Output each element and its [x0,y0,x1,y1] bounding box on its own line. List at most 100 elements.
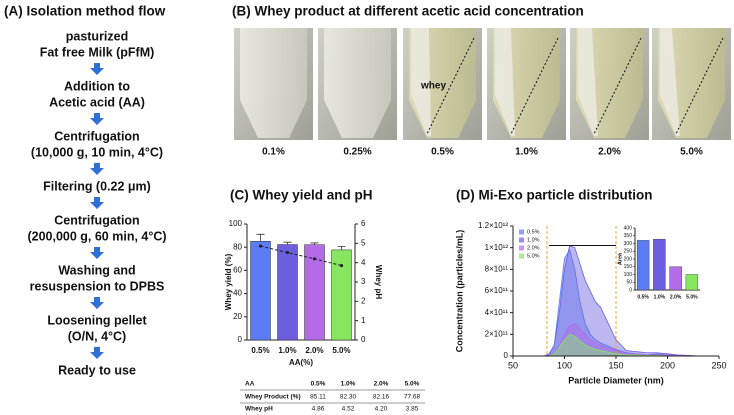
table-cell: 82.30 [340,394,357,401]
y-tick-label: 1.2×10¹² [478,221,508,230]
x-tick-label: 2.0% [670,294,682,300]
legend-swatch [519,253,524,259]
x-axis-label: AA(%) [289,358,313,367]
bar [685,274,699,291]
separation-line [510,37,559,135]
x-tick-label: 5.0% [686,294,698,300]
flow-arrow [90,113,104,125]
legend-label: 5.0% [527,253,540,259]
x-tick-label: 250 [711,360,726,370]
legend-swatch [519,245,524,251]
x-tick-label: 0.5% [637,294,649,300]
table-cell: 77.68 [404,394,421,401]
photo [318,28,397,140]
y-tick-label: 0 [504,351,509,360]
separation-line [675,37,724,135]
area-line [533,323,699,357]
y-axis-label: Concentration (particles/mL) [454,230,464,353]
panel-b-title: (B) Whey product at different acetic aci… [232,4,584,19]
area-fill [533,245,699,356]
y-tick-label: 50 [626,280,632,286]
flow-step: Centrifugation [54,129,139,143]
legend-label: 1.0% [527,237,540,243]
error-bar [256,233,265,242]
flow-step: Fat free Milk (pFfM) [40,45,155,59]
y-tick-label: 1×10¹² [485,243,509,252]
legend-swatch [519,237,524,243]
bar [653,238,666,291]
y-tick-label: 80 [233,242,242,251]
table-cell: 4.52 [342,406,355,413]
flow-step: pasturized [66,29,129,43]
y-axis-label: Whey yield (%) [224,253,233,310]
y-tick-label: 350 [624,233,633,239]
x-tick-label: 1.0% [654,294,666,300]
y2-tick-label: 0 [361,335,366,344]
flow-arrow [90,197,104,209]
table-cell: 4.86 [312,406,325,413]
flow-step: Addition to [64,79,130,93]
flow-arrow [90,297,104,309]
y2-tick-label: 5 [361,238,366,247]
x-axis-label: Particle Diameter (nm) [568,375,664,385]
ph-marker [258,244,263,248]
flow-step: resuspension to DPBS [30,279,165,293]
table-header: AA [245,381,255,388]
area-fill [533,323,699,356]
flow-step: Loosening pellet [47,313,147,327]
photo-label: 0.1% [262,147,285,158]
y-tick-label: 60 [233,266,242,275]
y2-tick-label: 4 [361,258,366,267]
photo-label: 2.0% [598,147,621,158]
x-tick-label: 150 [608,360,623,370]
y2-axis-label: Whey pH [374,265,383,299]
area-line [533,248,699,357]
y-tick-label: 150 [624,264,633,270]
flow-arrow [90,347,104,359]
photo-label: 5.0% [680,147,703,158]
y2-tick-label: 3 [361,277,366,286]
x-tick-label: 100 [557,360,572,370]
bar [669,266,682,291]
y2-tick-label: 6 [361,219,366,228]
flow-arrow [90,63,104,75]
x-tick-label: 1.0% [278,346,296,355]
bar [277,244,298,341]
flow-arrow [90,163,104,175]
tube [324,28,391,138]
table-cell: 85.11 [310,394,326,401]
y-tick-label: 0 [629,287,632,293]
error-bar [310,242,319,245]
chart-title: (D) Mi-Exo particle distribution [456,188,653,203]
whey-annotation: whey [420,81,446,92]
y-tick-label: 200 [624,256,633,262]
y-tick-label: 0 [238,335,243,344]
y-tick-label: 40 [233,289,242,298]
y2-tick-label: 1 [361,316,366,325]
y2-tick-label: 2 [361,296,366,305]
x-tick-label: 200 [660,360,675,370]
y-tick-label: 6×10¹¹ [485,286,509,295]
y-tick-label: 300 [624,241,633,247]
photo [234,28,313,140]
y-tick-label: 400 [624,225,633,231]
chart-title: (C) Whey yield and pH [230,188,373,203]
legend-swatch [519,229,524,235]
x-tick-label: 5.0% [332,346,350,355]
table-row-label: Whey Product (%) [245,394,301,401]
flow-step: (10,000 g, 10 min, 4°C) [31,145,163,159]
table-cell: 82.16 [373,394,390,401]
photo-label: 0.5% [431,147,454,158]
table-header: 0.5% [311,381,326,388]
y-tick-label: 100 [624,272,633,278]
flow-step: (200,000 g, 60 min, 4°C) [27,229,166,243]
ph-line [260,245,342,267]
bar [250,241,271,341]
tube [240,28,307,138]
ph-marker [339,263,344,268]
table-header: 1.0% [341,381,356,388]
pellet [495,28,515,136]
flow-step: (O/N, 4°C) [68,329,126,343]
bar [636,240,650,291]
